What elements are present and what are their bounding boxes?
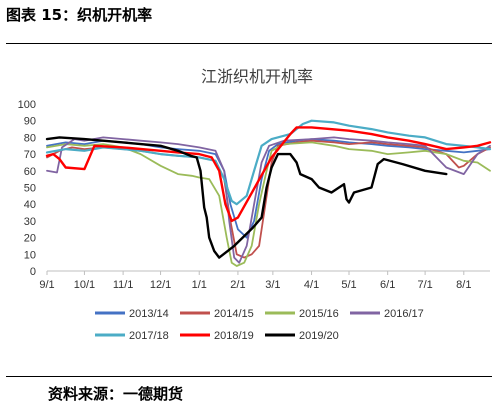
legend-label: 2018/19 xyxy=(214,330,254,342)
source-note: 资料来源：一德期货 xyxy=(48,385,184,403)
x-tick-label: 11/1 xyxy=(113,279,134,291)
y-tick-label: 30 xyxy=(24,216,36,228)
x-tick-label: 7/1 xyxy=(417,279,432,291)
x-tick-label: 2/1 xyxy=(230,279,245,291)
chart-title: 江浙织机开机率 xyxy=(201,67,313,86)
x-tick-label: 9/1 xyxy=(39,279,54,291)
y-tick-label: 60 xyxy=(24,166,36,178)
series-line-2014-15 xyxy=(46,139,491,259)
series-line-2018-19 xyxy=(45,126,492,223)
y-tick-label: 10 xyxy=(24,249,36,261)
x-tick-label: 4/1 xyxy=(304,279,319,291)
figure-title: 图表 15：织机开机率 xyxy=(6,6,153,24)
y-tick-label: 90 xyxy=(24,116,36,128)
x-tick-label: 5/1 xyxy=(341,279,356,291)
series-line-2017-18 xyxy=(45,119,492,206)
y-tick-label: 40 xyxy=(24,199,36,211)
x-tick-label: 3/1 xyxy=(265,279,280,291)
legend-label: 2014/15 xyxy=(214,308,254,320)
legend-label: 2015/16 xyxy=(299,308,339,320)
top-rule xyxy=(6,43,492,44)
legend-label: 2017/18 xyxy=(129,330,169,342)
x-tick-label: 6/1 xyxy=(380,279,395,291)
y-tick-label: 70 xyxy=(24,149,36,161)
legend-label: 2013/14 xyxy=(129,308,169,320)
y-tick-label: 100 xyxy=(18,99,36,111)
legend: 2013/14 2014/15 2015/16 2016/17 2017/18 2018/… xyxy=(95,308,424,342)
line-chart: 江浙织机开机率 0 10 20 30 40 50 60 70 80 90 100 9/1 10/1 11… xyxy=(18,67,492,342)
series-line-2019-20 xyxy=(45,136,448,259)
x-tick-label: 10/1 xyxy=(74,279,95,291)
y-axis: 0 10 20 30 40 50 60 70 80 90 100 xyxy=(18,99,36,278)
y-tick-label: 80 xyxy=(24,132,36,144)
series-layer xyxy=(45,119,492,267)
x-tick-label: 12/1 xyxy=(150,279,171,291)
legend-label: 2019/20 xyxy=(299,330,339,342)
legend-label: 2016/17 xyxy=(384,308,424,320)
y-tick-label: 0 xyxy=(30,266,36,278)
bottom-rule xyxy=(6,376,492,377)
x-axis: 9/1 10/1 11/1 12/1 1/1 2/1 3/1 4/1 5/1 6/1 7/1 8/1 xyxy=(39,270,490,291)
x-tick-label: 1/1 xyxy=(192,279,207,291)
x-tick-label: 8/1 xyxy=(456,279,471,291)
series-line-2015-16 xyxy=(46,141,491,267)
y-tick-label: 20 xyxy=(24,233,36,245)
series-line-2016-17 xyxy=(46,136,491,264)
y-tick-label: 50 xyxy=(24,183,36,195)
